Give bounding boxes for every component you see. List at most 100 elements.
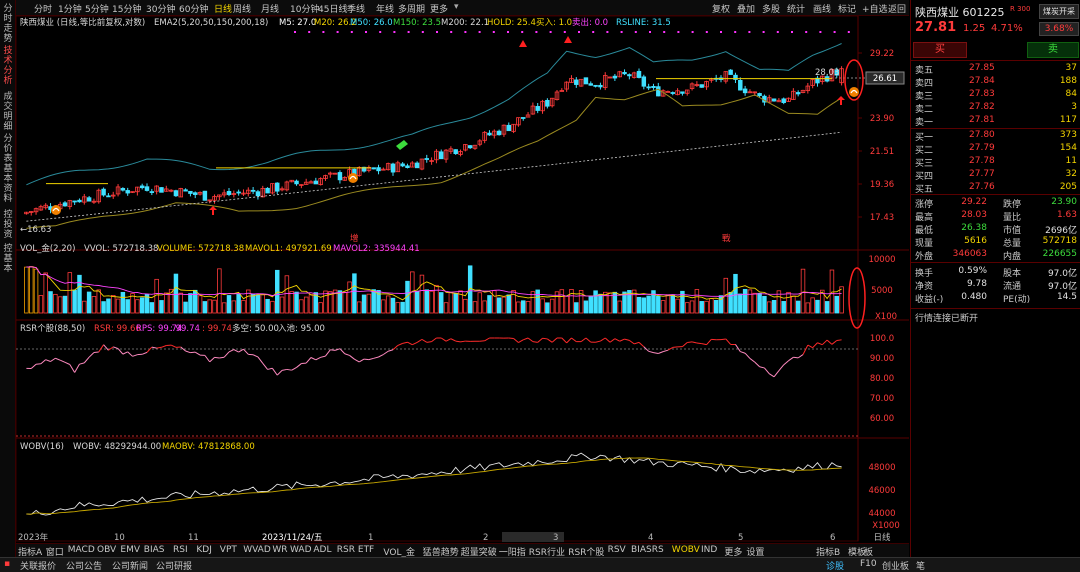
period-6[interactable]: 日线 xyxy=(214,5,233,15)
volume-bar xyxy=(564,295,569,314)
stats-label2: 总量 xyxy=(1003,239,1022,249)
indicator-tab-4[interactable]: EMV xyxy=(120,545,140,555)
candle-body xyxy=(757,93,762,96)
left-tab-5[interactable]: 控投资 xyxy=(3,210,13,240)
period-14[interactable]: 更多 xyxy=(430,5,449,15)
indicator-tab-11[interactable]: WAD xyxy=(290,545,312,555)
indicator-tab-15[interactable]: 猛兽趋势 xyxy=(422,548,459,558)
indicator-tab-1[interactable]: 窗口 xyxy=(45,548,64,558)
toolbar-btn-5[interactable]: 标记 xyxy=(838,5,857,15)
candle-body xyxy=(521,117,526,119)
asks-volume: 84 xyxy=(1065,89,1077,99)
candle-body xyxy=(154,185,159,192)
indicator-tab-23[interactable]: IND xyxy=(701,545,718,555)
status-link-2[interactable]: 公司新闻 xyxy=(112,562,149,572)
period-13[interactable]: 多周期 xyxy=(398,5,426,15)
volume-bar xyxy=(554,291,560,314)
indicator-tab-9[interactable]: WVAD xyxy=(243,545,271,555)
candle-body xyxy=(337,172,343,181)
indicator-tab-12[interactable]: ADL xyxy=(313,545,332,555)
toolbar-btn-3[interactable]: 统计 xyxy=(787,5,806,15)
toolbar-btn-0[interactable]: 复权 xyxy=(712,5,731,15)
indicator-tab-22[interactable]: WOBV xyxy=(671,545,700,555)
period-7[interactable]: 周线 xyxy=(233,5,252,15)
indicator-tab-17[interactable]: 一阳指 xyxy=(498,548,526,558)
indicator-tab-25[interactable]: 设置 xyxy=(746,548,765,558)
indicator-tab-5[interactable]: BIAS xyxy=(143,545,165,555)
status-right-1[interactable]: F10 xyxy=(860,559,877,569)
indicator-tab-21[interactable]: BIASRS xyxy=(631,545,664,555)
indicator-tab-3[interactable]: OBV xyxy=(97,545,117,555)
period-1[interactable]: 1分钟 xyxy=(58,5,82,15)
left-tab-4[interactable]: 基本资料 xyxy=(3,164,13,204)
period-8[interactable]: 月线 xyxy=(261,5,280,15)
period-3[interactable]: 15分钟 xyxy=(112,5,142,15)
left-tab-0[interactable]: 分时走势 xyxy=(3,4,13,44)
back-button[interactable]: 返回 xyxy=(888,5,907,15)
sector-badge[interactable]: 煤炭开采 xyxy=(1039,4,1079,19)
indicator-tab-20[interactable]: RSV xyxy=(607,545,626,555)
toolbar-btn-1[interactable]: 叠加 xyxy=(737,5,756,15)
indicator-tab-18[interactable]: RSR行业 xyxy=(528,548,566,558)
period-9[interactable]: 10分钟 xyxy=(290,5,320,15)
volume-bar xyxy=(246,289,251,314)
indicator-tab-24[interactable]: 更多 xyxy=(724,548,743,558)
indicator-tab-6[interactable]: RSI xyxy=(173,545,188,555)
left-tab-3[interactable]: 分价表 xyxy=(3,134,13,164)
add-watchlist-button[interactable]: +自选 xyxy=(862,5,888,15)
rsr-line xyxy=(445,338,452,342)
indicator-tab-2[interactable]: MACD xyxy=(67,545,95,555)
status-right-2[interactable]: 创业板 xyxy=(882,562,910,572)
period-4[interactable]: 30分钟 xyxy=(146,5,176,15)
indicator-right-2[interactable]: 板 xyxy=(864,548,874,558)
volume-bar xyxy=(641,297,647,314)
rsr-line xyxy=(30,363,37,369)
toolbar-btn-2[interactable]: 多股 xyxy=(762,5,781,15)
indicator-tab-16[interactable]: 超量突破 xyxy=(460,548,497,558)
indicator-tab-13[interactable]: RSR ETF xyxy=(336,545,375,555)
indicator-tab-7[interactable]: KDJ xyxy=(196,545,212,555)
candle-body xyxy=(86,197,92,202)
more-chevron-icon[interactable]: ▾ xyxy=(454,2,459,12)
period-5[interactable]: 60分钟 xyxy=(179,5,209,15)
left-tab-6[interactable]: 控基本 xyxy=(3,244,13,274)
indicator-right-0[interactable]: 指标B xyxy=(816,548,841,558)
kline-chart[interactable]: 陕西煤业 (日线,等比前复权,对数) EMA2(5,20,50,150,200,1… xyxy=(16,16,909,543)
bids-price: 27.79 xyxy=(969,143,995,153)
left-tab-2[interactable]: 成交明细 xyxy=(3,92,13,132)
status-link-3[interactable]: 公司研报 xyxy=(156,562,193,572)
status-right-0[interactable]: 诊股 xyxy=(826,562,845,572)
candle-body xyxy=(111,194,116,197)
stats-value2: 2696亿 xyxy=(1045,226,1077,236)
period-11[interactable]: 季线 xyxy=(347,5,366,15)
indicator-tab-0[interactable]: 指标A xyxy=(18,548,43,558)
indicator-right-1[interactable]: 模板 xyxy=(848,548,867,558)
volume-bar xyxy=(33,268,39,314)
volume-bar xyxy=(487,295,492,314)
candle-body xyxy=(463,144,468,151)
sell-button[interactable]: 卖 xyxy=(1027,42,1079,58)
price-change-pct: 4.71% xyxy=(991,23,1023,34)
status-right-3[interactable]: 笔 xyxy=(916,562,926,572)
indicator-tab-14[interactable]: VOL_金 xyxy=(383,548,415,558)
indicator-tab-8[interactable]: VPT xyxy=(219,545,237,555)
status-link-0[interactable]: 关联报价 xyxy=(20,562,57,572)
status-link-1[interactable]: 公司公告 xyxy=(66,562,103,572)
period-12[interactable]: 年线 xyxy=(376,5,395,15)
left-tab-1[interactable]: 技术分析 xyxy=(3,46,13,86)
period-0[interactable]: 分时 xyxy=(34,5,53,15)
indicator-tab-10[interactable]: WR xyxy=(272,545,288,555)
volume-bar xyxy=(24,266,29,314)
candle-body xyxy=(810,79,815,86)
period-10[interactable]: 45日线 xyxy=(318,5,348,15)
candle-body xyxy=(168,189,174,192)
volume-bar xyxy=(569,289,574,314)
indicator-tab-19[interactable]: RSR个股 xyxy=(568,548,605,558)
buy-button[interactable]: 买 xyxy=(913,42,967,58)
candle-body xyxy=(612,75,618,79)
volume-bar xyxy=(776,290,782,314)
rsr-line xyxy=(117,348,124,355)
toolbar-btn-4[interactable]: 画线 xyxy=(813,5,832,15)
volume-bar xyxy=(207,299,212,314)
period-2[interactable]: 5分钟 xyxy=(85,5,109,15)
